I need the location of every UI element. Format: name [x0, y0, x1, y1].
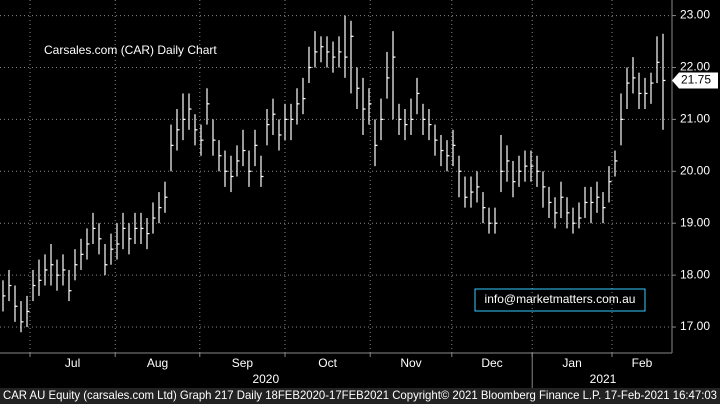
last-price-flag	[672, 72, 718, 89]
annotation: info@marketmatters.com.au	[485, 292, 636, 306]
x-tick-label: Aug	[147, 356, 168, 370]
x-tick-label: Oct	[318, 356, 337, 370]
annotation-box	[474, 288, 646, 312]
y-tick-label: 17.00	[680, 319, 710, 333]
y-tick-label: 18.00	[680, 267, 710, 281]
x-tick-label: Jul	[65, 356, 80, 370]
y-tick-label: 20.00	[680, 163, 710, 177]
x-tick-label: Jan	[562, 356, 581, 370]
y-tick-label: 23.00	[680, 8, 710, 22]
status-text: CAR AU Equity (carsales.com Ltd) Graph 2…	[3, 388, 717, 402]
y-tick-label: 21.00	[680, 112, 710, 126]
y-tick-label: 19.00	[680, 215, 710, 229]
status-bar	[0, 388, 720, 404]
year-label: 2021	[590, 372, 617, 386]
price-bars	[2, 15, 666, 333]
x-tick-label: Dec	[481, 356, 502, 370]
year-label: 2020	[252, 372, 279, 386]
chart-title: Carsales.com (CAR) Daily Chart	[44, 43, 217, 57]
last-price-label: 21.75	[681, 73, 711, 87]
x-tick-label: Nov	[400, 356, 421, 370]
grid	[0, 0, 672, 353]
x-tick-label: Feb	[632, 356, 653, 370]
y-tick-label: 22.00	[680, 60, 710, 74]
x-tick-label: Sep	[232, 356, 254, 370]
